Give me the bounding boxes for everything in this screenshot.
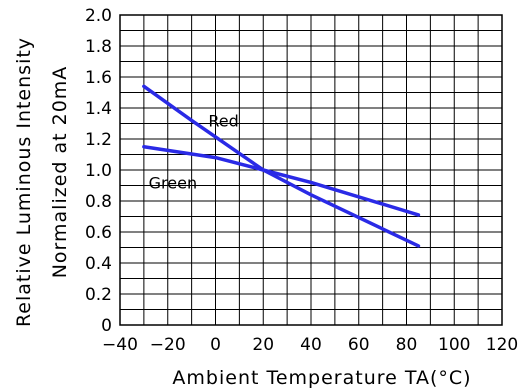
y-tick-label: 0.4 [85, 254, 112, 274]
series-line-red [142, 84, 421, 248]
series-label-green: Green [149, 174, 197, 193]
series-line-green [142, 145, 421, 217]
x-tick-label: 100 [438, 335, 470, 355]
y-tick-label: 0.2 [85, 285, 112, 305]
x-tick-label: −20 [150, 335, 186, 355]
x-axis-label: Ambient Temperature TA(°C) [172, 367, 471, 389]
x-tick-label: −40 [102, 335, 138, 355]
y-tick-label: 1.8 [85, 37, 112, 57]
y-axis-label-line2: Normalized at 20mA [49, 66, 71, 279]
x-tick-label: 20 [252, 335, 274, 355]
x-tick-label: 60 [348, 335, 370, 355]
y-tick-labels: 0 0.2 0.4 0.6 0.8 1.0 1.2 1.4 1.6 1.8 2.0 [85, 6, 112, 336]
x-tick-label: 80 [396, 335, 418, 355]
y-tick-label: 1.0 [85, 161, 112, 181]
y-tick-label: 1.2 [85, 130, 112, 150]
series-labels: Red Green [149, 112, 239, 193]
x-tick-label: 120 [486, 335, 518, 355]
plot-frame [119, 14, 503, 326]
y-tick-label: 1.6 [85, 68, 112, 88]
series-layer [142, 84, 421, 248]
y-axis-label-line1: Relative Luminous Intensity [13, 37, 35, 327]
y-tick-label: 0 [101, 316, 112, 336]
y-tick-label: 0.6 [85, 223, 112, 243]
y-tick-label: 0.8 [85, 192, 112, 212]
x-tick-labels: −40 −20 0 20 40 60 80 100 120 [102, 335, 518, 355]
series-label-red: Red [208, 112, 238, 131]
y-tick-label: 1.4 [85, 99, 112, 119]
y-tick-label: 2.0 [85, 6, 112, 26]
x-tick-label: 40 [300, 335, 322, 355]
grid [119, 14, 503, 326]
x-tick-label: 0 [210, 335, 221, 355]
